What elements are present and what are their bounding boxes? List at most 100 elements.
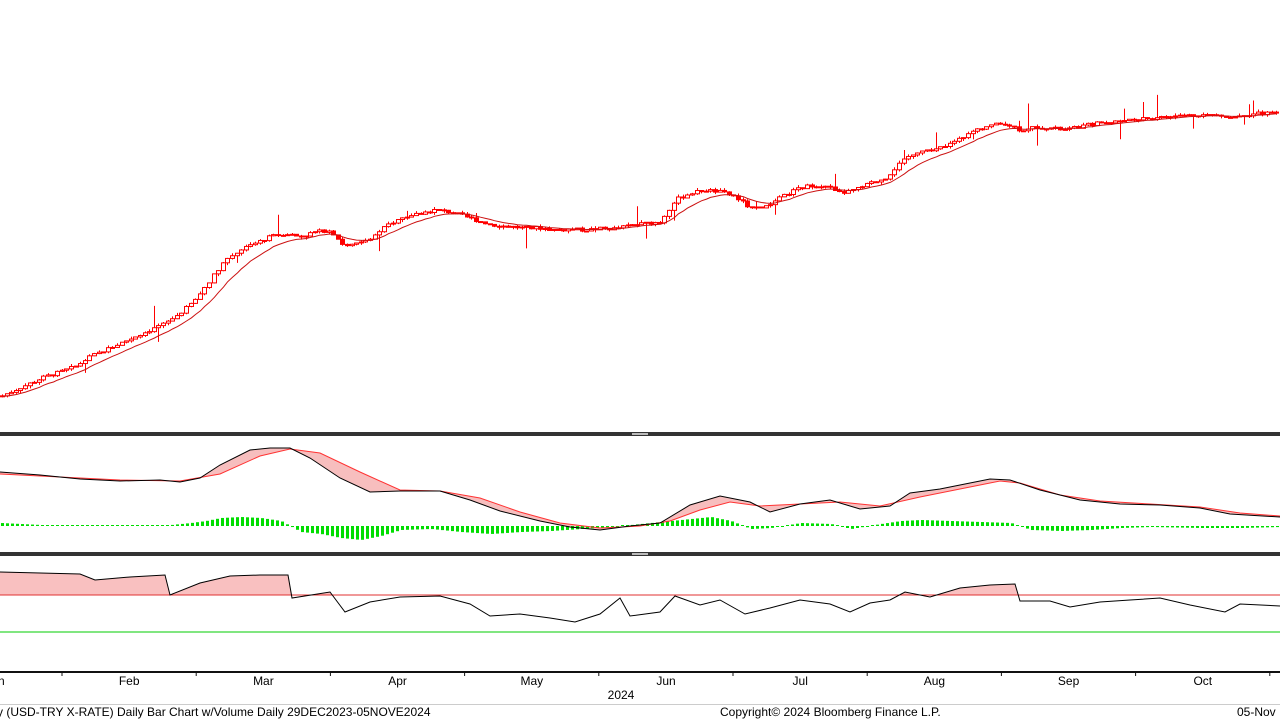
macd-hist-bar [596,526,599,528]
macd-hist-bar [146,525,149,526]
candle-body [543,228,548,231]
macd-hist-bar [1241,526,1244,528]
candle-body [216,270,221,275]
candle-body [9,391,14,395]
macd-hist-bar [771,526,774,528]
rsi-panel [0,571,1280,633]
macd-hist-bar [426,526,429,530]
macd-hist-bar [676,520,679,526]
macd-hist-bar [106,525,109,526]
candle-body [432,208,437,214]
macd-hist-bar [526,526,529,532]
candle-body [1118,120,1123,123]
candle-body [1003,123,1008,126]
candle-body [253,242,258,246]
macd-hist-bar [861,526,864,528]
candle-body [695,190,700,195]
candle-body [60,369,65,372]
macd-hist-bar [221,517,224,526]
candle-body [69,366,74,370]
x-tick-label-jun: Jun [656,674,675,688]
separator-1-grip[interactable] [632,433,648,435]
candle-body [235,252,240,257]
candle-body [676,196,681,204]
candle-body [1099,121,1104,124]
candle-body [193,298,198,304]
macd-hist-bar [1121,526,1124,528]
candle-body [276,234,281,237]
candle-body [888,174,893,180]
candle-body [14,390,19,393]
candle-body [377,231,382,236]
macd-hist-bar [66,525,69,526]
candle-body [32,381,37,384]
macd-hist-bar [26,524,29,526]
candle-body [285,234,290,237]
macd-hist-bar [31,524,34,526]
macd-hist-bar [331,526,334,537]
macd-hist-bar [496,526,499,534]
macd-hist-bar [381,526,384,536]
moving-average-line [2,113,1277,397]
candle-body [313,231,318,234]
macd-hist-bar [1046,526,1049,531]
x-axis: JanFebMarAprMayJunJulAugSepOctNov 2024 [0,671,1280,702]
candle-body [681,196,686,199]
candle-body [511,225,516,228]
candle-body [534,226,539,230]
macd-hist-bar [991,522,994,526]
macd-hist-bar [411,526,414,530]
candle-body [860,186,865,189]
candle-body [221,262,226,272]
x-tick-label-sep: Sep [1058,674,1080,688]
candle-body [1035,126,1040,129]
candle-body [649,221,654,225]
separator-2-grip[interactable] [632,553,648,555]
macd-hist-bar [716,518,719,526]
macd-hist-bar [761,526,764,529]
candle-body [1191,114,1196,117]
macd-hist-bar [506,526,509,533]
macd-hist-bar [251,517,254,526]
macd-hist-bar [976,521,979,526]
macd-hist-bar [781,526,784,527]
macd-hist-bar [301,526,304,533]
macd-hist-bar [941,520,944,526]
macd-hist-bar [491,526,494,534]
macd-hist-bar [1246,526,1249,528]
macd-hist-bar [971,521,974,526]
macd-hist-bar [1146,526,1149,528]
macd-hist-bar [256,517,259,526]
macd-hist-bar [531,526,534,532]
candle-body [138,334,143,338]
macd-hist-bar [141,525,144,526]
macd-hist-bar [1011,523,1014,526]
macd-hist-bar [746,526,749,528]
candle-body [179,312,184,317]
x-tick-label-feb: Feb [119,674,140,688]
candle-body [828,185,833,188]
x-axis-baseline [0,671,1280,673]
macd-hist-bar [41,525,44,526]
x-tick-label-jan: Jan [0,674,5,688]
macd-hist-bar [61,525,64,526]
macd-hist-bar [871,525,874,526]
macd-hist-bar [1126,526,1129,528]
macd-hist-bar [176,524,179,526]
macd-hist-bar [1096,526,1099,530]
macd-hist-bar [51,525,54,526]
candle-body [396,219,401,224]
macd-hist-bar [431,526,434,530]
macd-hist-bar [711,517,714,526]
macd-hist-bar [91,525,94,526]
candle-body [745,200,750,208]
candle-body [64,368,69,371]
candle-body [262,239,267,242]
candle-body [414,212,419,217]
macd-hist-bar [1276,526,1279,528]
macd-hist-bar [1116,526,1119,529]
macd-hist-bar [696,518,699,526]
candle-body [1182,114,1187,117]
macd-hist-bar [621,525,624,526]
candle-body [442,209,447,212]
